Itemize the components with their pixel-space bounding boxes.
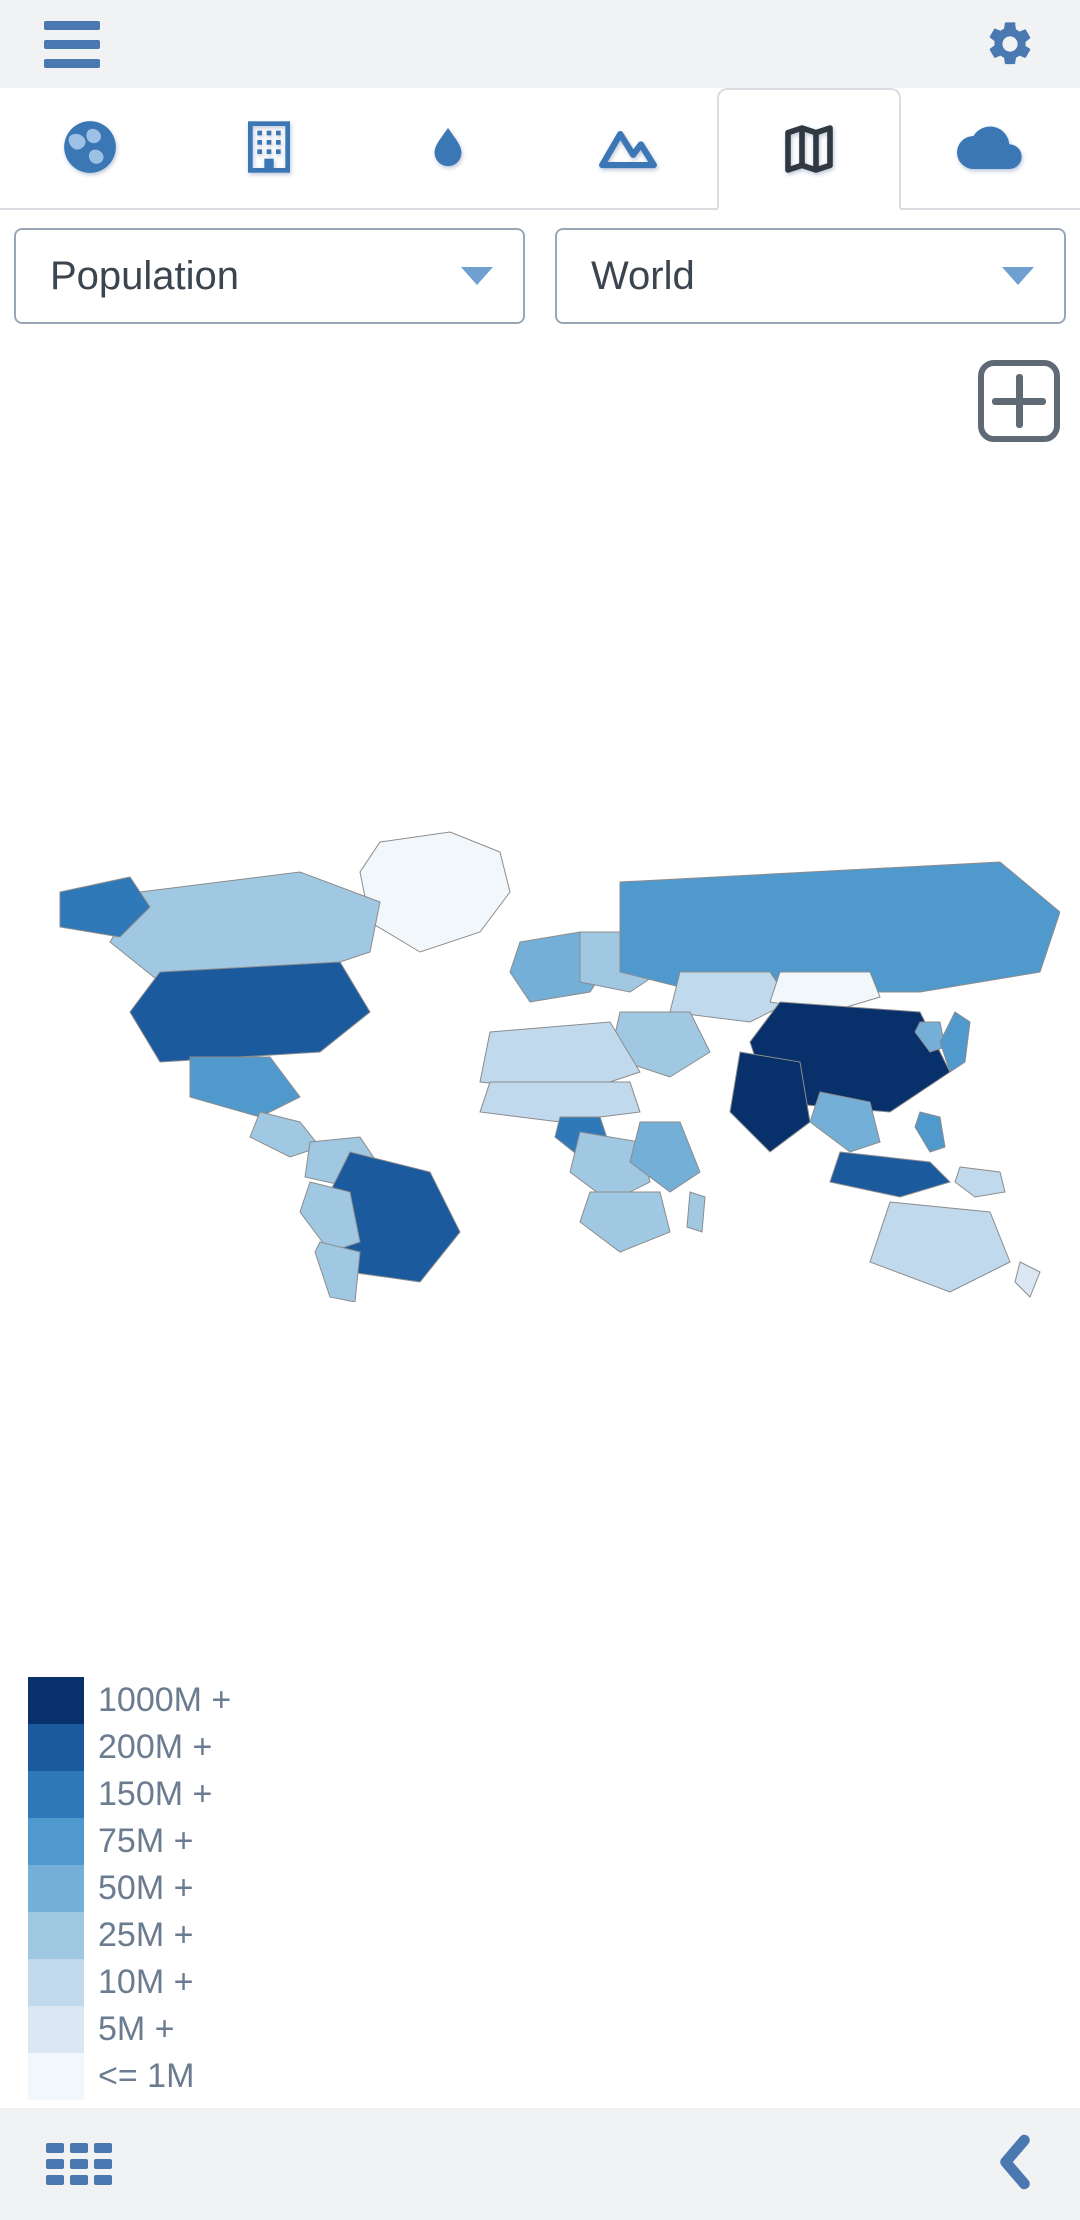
tab-building[interactable] <box>179 86 358 208</box>
legend-label: 1000M + <box>98 1681 231 1720</box>
legend-label: 5M + <box>98 2010 175 2049</box>
legend-swatch <box>28 1677 84 1724</box>
legend-swatch <box>28 1865 84 1912</box>
chevron-down-icon <box>461 267 493 285</box>
category-tabs <box>0 88 1080 210</box>
legend-row: 10M + <box>28 1959 231 2006</box>
legend-label: 200M + <box>98 1728 212 1767</box>
legend-row: 50M + <box>28 1865 231 1912</box>
legend-label: 150M + <box>98 1775 212 1814</box>
bottom-bar <box>0 2108 1080 2220</box>
cloud-icon <box>957 124 1023 170</box>
menu-button[interactable] <box>44 21 100 68</box>
legend-label: 75M + <box>98 1822 193 1861</box>
legend-label: 10M + <box>98 1963 193 2002</box>
chevron-left-icon <box>996 2134 1034 2190</box>
legend-row: 150M + <box>28 1771 231 1818</box>
legend-swatch <box>28 1912 84 1959</box>
legend-label: 25M + <box>98 1916 193 1955</box>
legend-label: <= 1M <box>98 2057 194 2096</box>
legend-swatch <box>28 1959 84 2006</box>
mountain-icon <box>597 123 659 171</box>
legend-row: 200M + <box>28 1724 231 1771</box>
settings-button[interactable] <box>984 18 1036 70</box>
water-drop-icon <box>425 119 471 175</box>
tab-map[interactable] <box>717 88 900 210</box>
legend-swatch <box>28 2006 84 2053</box>
building-icon <box>241 119 297 175</box>
legend-label: 50M + <box>98 1869 193 1908</box>
choropleth-map[interactable] <box>0 442 1080 1682</box>
region-select[interactable]: World <box>555 228 1066 324</box>
legend-row: <= 1M <box>28 2053 231 2100</box>
legend-row: 75M + <box>28 1818 231 1865</box>
tab-globe[interactable] <box>0 86 179 208</box>
filter-row: Population World <box>0 210 1080 324</box>
chevron-down-icon <box>1002 267 1034 285</box>
globe-icon <box>59 116 121 178</box>
tab-water[interactable] <box>359 86 538 208</box>
legend-row: 25M + <box>28 1912 231 1959</box>
legend-swatch <box>28 1771 84 1818</box>
legend-row: 5M + <box>28 2006 231 2053</box>
metric-select[interactable]: Population <box>14 228 525 324</box>
legend-row: 1000M + <box>28 1677 231 1724</box>
legend-swatch <box>28 1724 84 1771</box>
top-bar <box>0 0 1080 88</box>
map-icon <box>779 121 839 177</box>
back-button[interactable] <box>996 2134 1034 2195</box>
apps-button[interactable] <box>46 2143 112 2185</box>
legend-swatch <box>28 1818 84 1865</box>
gear-icon <box>984 18 1036 70</box>
tab-mountain[interactable] <box>538 86 717 208</box>
add-button[interactable] <box>978 360 1060 442</box>
tab-cloud[interactable] <box>901 86 1080 208</box>
region-select-label: World <box>591 254 695 299</box>
metric-select-label: Population <box>50 254 239 299</box>
legend-swatch <box>28 2053 84 2100</box>
map-legend: 1000M + 200M + 150M + 75M + 50M + 25M + 10M + 5… <box>28 1677 231 2100</box>
